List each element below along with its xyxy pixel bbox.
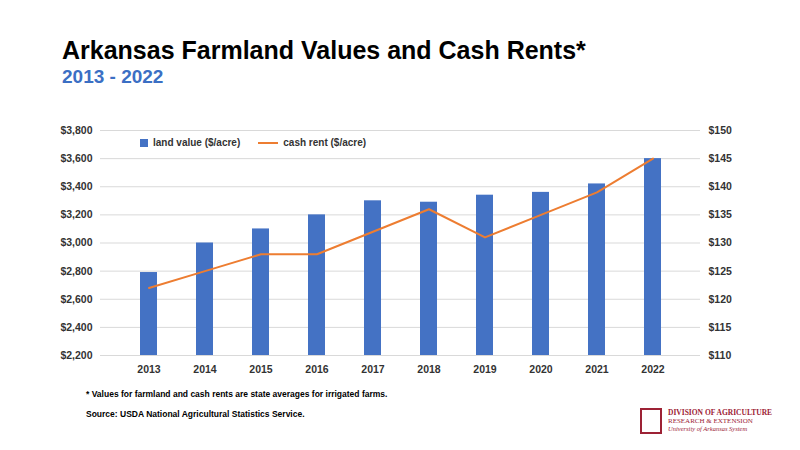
svg-text:$125: $125 (709, 264, 733, 276)
svg-text:2016: 2016 (305, 363, 329, 375)
svg-text:$3,600: $3,600 (60, 152, 92, 164)
svg-text:2014: 2014 (193, 363, 217, 375)
svg-text:$135: $135 (709, 208, 733, 220)
html-text:land value ($/acre): land value ($/acre) (153, 137, 241, 148)
html-text:DIVISION OF AGRICULTURE: DIVISION OF AGRICULTURE (668, 408, 773, 418)
svg-text:$3,200: $3,200 (60, 208, 92, 220)
svg-text:$3,400: $3,400 (60, 180, 92, 192)
svg-text:2020: 2020 (529, 363, 553, 375)
svg-text:$2,800: $2,800 (60, 264, 92, 276)
svg-text:$130: $130 (709, 236, 733, 248)
html-text:* Values for farmland and cash: * Values for farmland and cash rents are… (86, 389, 388, 399)
svg-text:2017: 2017 (361, 363, 385, 375)
svg-text:$140: $140 (709, 180, 733, 192)
svg-text:$145: $145 (709, 152, 733, 164)
html-text:RESEARCH & EXTENSION: RESEARCH & EXTENSION (668, 416, 753, 425)
svg-text:2018: 2018 (417, 363, 441, 375)
svg-text:$2,200: $2,200 (60, 349, 92, 361)
svg-text:2022: 2022 (641, 363, 665, 375)
svg-text:2015: 2015 (249, 363, 273, 375)
svg-text:2021: 2021 (585, 363, 609, 375)
html-text:Arkansas Farmland Values and C: Arkansas Farmland Values and Cash Rents* (62, 36, 586, 64)
html-text:2013 - 2022: 2013 - 2022 (62, 66, 164, 87)
svg-text:$110: $110 (709, 349, 732, 361)
html-text:Source: USDA National Agricult: Source: USDA National Agricultural Stati… (86, 409, 305, 419)
svg-text:$2,400: $2,400 (60, 321, 92, 333)
html-text:University of Arkansas System: University of Arkansas System (668, 425, 748, 433)
svg-text:$3,000: $3,000 (60, 236, 92, 248)
svg-text:2019: 2019 (473, 363, 497, 375)
svg-text:$120: $120 (709, 293, 733, 305)
svg-text:$150: $150 (709, 124, 733, 136)
svg-text:$3,800: $3,800 (60, 124, 92, 136)
svg-text:$2,600: $2,600 (60, 293, 92, 305)
html-text:cash rent ($/acre): cash rent ($/acre) (283, 137, 367, 148)
svg-text:2013: 2013 (137, 363, 161, 375)
svg-text:$115: $115 (709, 321, 732, 333)
